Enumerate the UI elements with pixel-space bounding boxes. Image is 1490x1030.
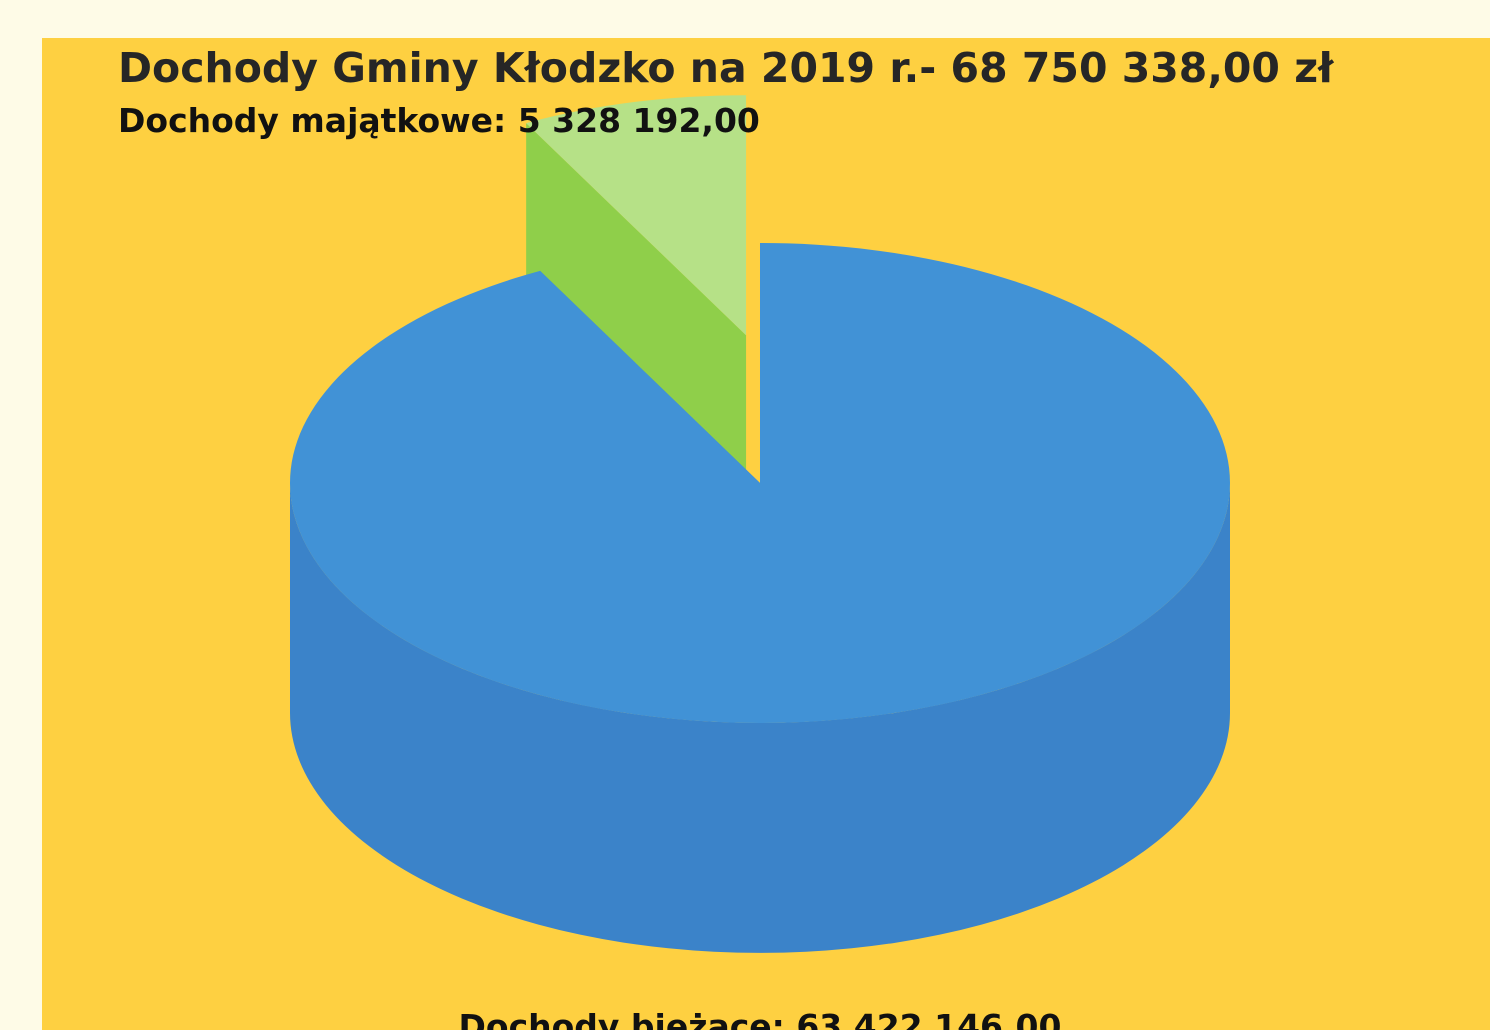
pie-group: [290, 95, 1230, 953]
slice-label-dochody-majatkowe: Dochody majątkowe: 5 328 192,00: [118, 101, 760, 140]
pie-chart: Dochody Gminy Kłodzko na 2019 r.- 68 750…: [42, 38, 1490, 1030]
chart-panel: Dochody Gminy Kłodzko na 2019 r.- 68 750…: [42, 38, 1490, 1030]
chart-title: Dochody Gminy Kłodzko na 2019 r.- 68 750…: [118, 44, 1334, 92]
slice-label-dochody-biezace: Dochody bieżące: 63 422 146,00: [459, 1007, 1062, 1030]
slice-majatkowe-top: [526, 95, 747, 336]
slice-biezace-top: [290, 243, 1230, 724]
slice-biezace-side: [290, 483, 1230, 953]
